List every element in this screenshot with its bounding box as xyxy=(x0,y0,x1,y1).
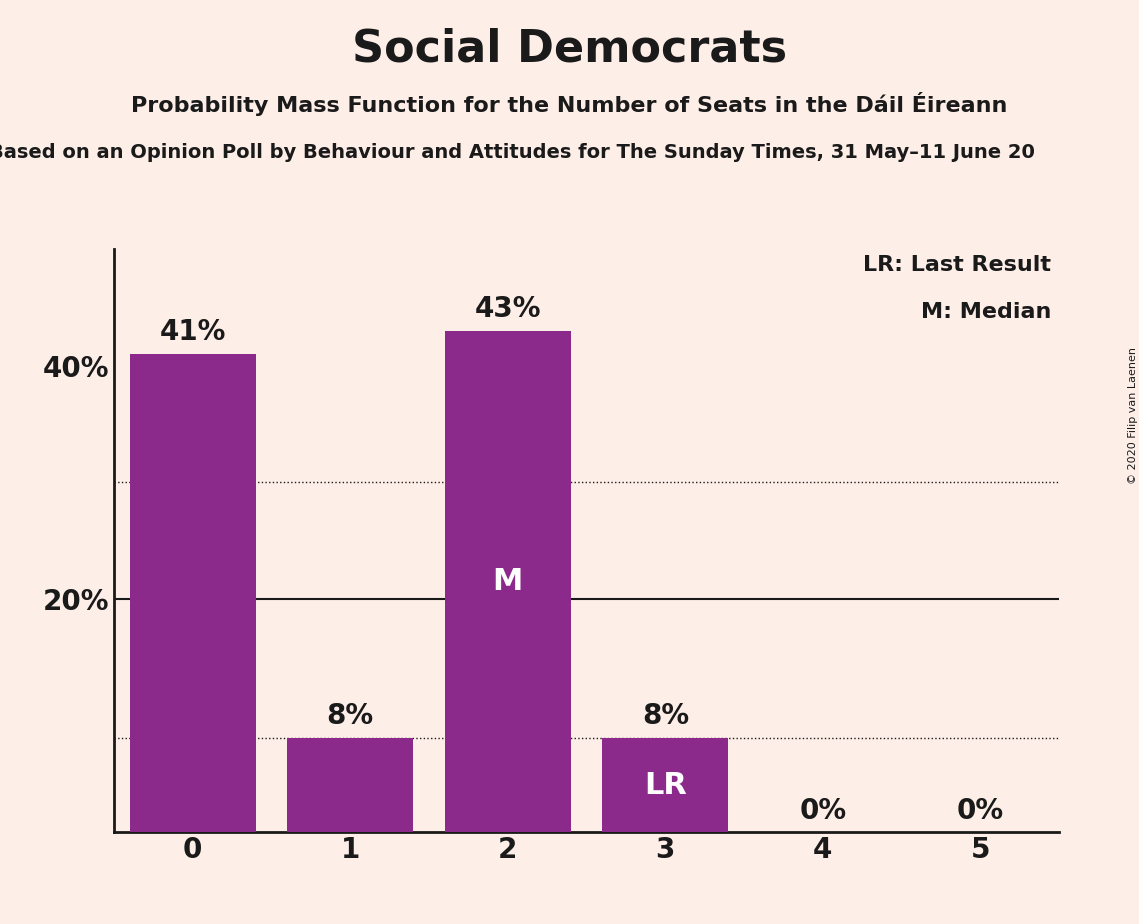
Text: 0%: 0% xyxy=(800,796,846,824)
Text: Social Democrats: Social Democrats xyxy=(352,28,787,71)
Bar xyxy=(444,331,571,832)
Text: 41%: 41% xyxy=(159,318,226,346)
Text: M: Median: M: Median xyxy=(921,302,1051,322)
Text: Based on an Opinion Poll by Behaviour and Attitudes for The Sunday Times, 31 May: Based on an Opinion Poll by Behaviour an… xyxy=(0,143,1034,163)
Bar xyxy=(603,738,729,832)
Text: © 2020 Filip van Laenen: © 2020 Filip van Laenen xyxy=(1129,347,1138,484)
Text: 43%: 43% xyxy=(475,295,541,322)
Bar xyxy=(287,738,413,832)
Text: 8%: 8% xyxy=(641,702,689,730)
Text: LR: Last Result: LR: Last Result xyxy=(863,255,1051,275)
Text: LR: LR xyxy=(644,771,687,799)
Text: 8%: 8% xyxy=(327,702,374,730)
Text: M: M xyxy=(492,566,523,596)
Bar xyxy=(130,354,256,832)
Text: 0%: 0% xyxy=(957,796,1005,824)
Text: Probability Mass Function for the Number of Seats in the Dáil Éireann: Probability Mass Function for the Number… xyxy=(131,92,1008,116)
